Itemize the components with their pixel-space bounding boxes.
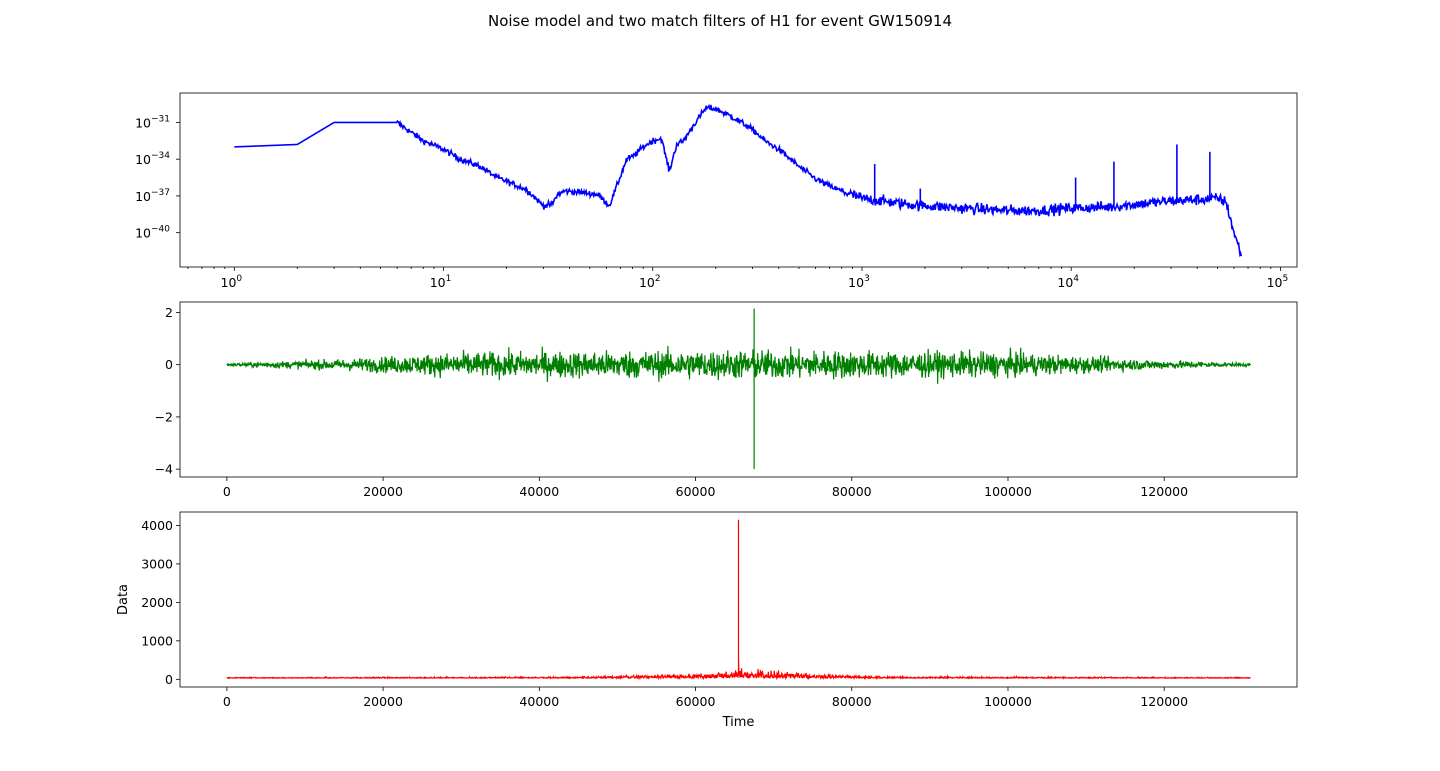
matchfilter-green-xtick-label: 0: [223, 484, 231, 499]
matchfilter-green-xtick-label: 100000: [984, 484, 1032, 499]
matchfilter-red-ytick-label: 0: [165, 672, 173, 687]
panels: 100 101 102 103 104 105 10−31 10−34 10−37 10−40 0 2…: [116, 92, 1298, 730]
matchfilter-green-xtick-label: 40000: [519, 484, 559, 499]
matchfilter-red-xlabel: Time: [722, 715, 755, 730]
psd-ytick-label: 10−40: [135, 225, 170, 241]
matchfilter-red-xtick-label: 60000: [676, 694, 716, 709]
matchfilter-green-ytick-label: −4: [155, 462, 173, 477]
psd-xtick-label: 100: [221, 274, 243, 290]
psd-axes-frame: [179, 92, 1298, 268]
matchfilter-green-ytick-label: −2: [155, 409, 173, 424]
matchfilter-red-ytick-label: 2000: [141, 595, 173, 610]
matchfilter-red-ytick-label: 4000: [141, 518, 173, 533]
psd-xtick-label: 102: [639, 274, 661, 290]
matchfilter-red-xtick-label: 20000: [363, 694, 403, 709]
chart-psd: 100 101 102 103 104 105 10−31 10−34 10−37 10−40: [135, 92, 1298, 290]
matchfilter-green: 0 20000 40000 60000 80000 100000 120000 2 0 −2 −4: [155, 301, 1298, 499]
matchfilter-red-series-line: [226, 519, 1251, 681]
psd-ytick-label: 10−31: [135, 114, 170, 130]
matchfilter-green-xtick-label: 80000: [832, 484, 872, 499]
psd-xtick-label: 101: [430, 274, 452, 290]
figure-title: Noise model and two match filters of H1 …: [488, 12, 952, 30]
matchfilter-red: 0 20000 40000 60000 80000 100000 120000 0 1000 20…: [116, 511, 1298, 730]
psd-xtick-label: 104: [1057, 274, 1079, 290]
psd-xtick-label: 105: [1267, 274, 1289, 290]
matchfilter-green-ytick-label: 2: [165, 305, 173, 320]
matchfilter-red-axes-frame: [179, 511, 1298, 688]
matchfilter-green-axes-frame: [179, 301, 1298, 478]
matchfilter-green-series-line: [226, 308, 1252, 470]
matchfilter-green-xtick-label: 20000: [363, 484, 403, 499]
matchfilter-red-ytick-label: 1000: [141, 633, 173, 648]
matchfilter-green-xtick-label: 60000: [676, 484, 716, 499]
matchfilter-red-xtick-label: 80000: [832, 694, 872, 709]
matchfilter-red-xtick-label: 40000: [519, 694, 559, 709]
matchfilter-green-xtick-label: 120000: [1140, 484, 1188, 499]
matchfilter-red-xtick-label: 120000: [1140, 694, 1188, 709]
psd-ytick-label: 10−37: [135, 188, 170, 204]
matchfilter-red-ylabel: Data: [116, 584, 131, 615]
matchfilter-green-ytick-label: 0: [165, 357, 173, 372]
matchfilter-red-xtick-label: 0: [223, 694, 231, 709]
matchfilter-red-ytick-label: 3000: [141, 556, 173, 571]
psd-xtick-label: 103: [848, 274, 870, 290]
psd-ytick-label: 10−34: [135, 151, 170, 167]
matchfilter-red-xtick-label: 100000: [984, 694, 1032, 709]
psd-series-line: [234, 103, 1243, 258]
